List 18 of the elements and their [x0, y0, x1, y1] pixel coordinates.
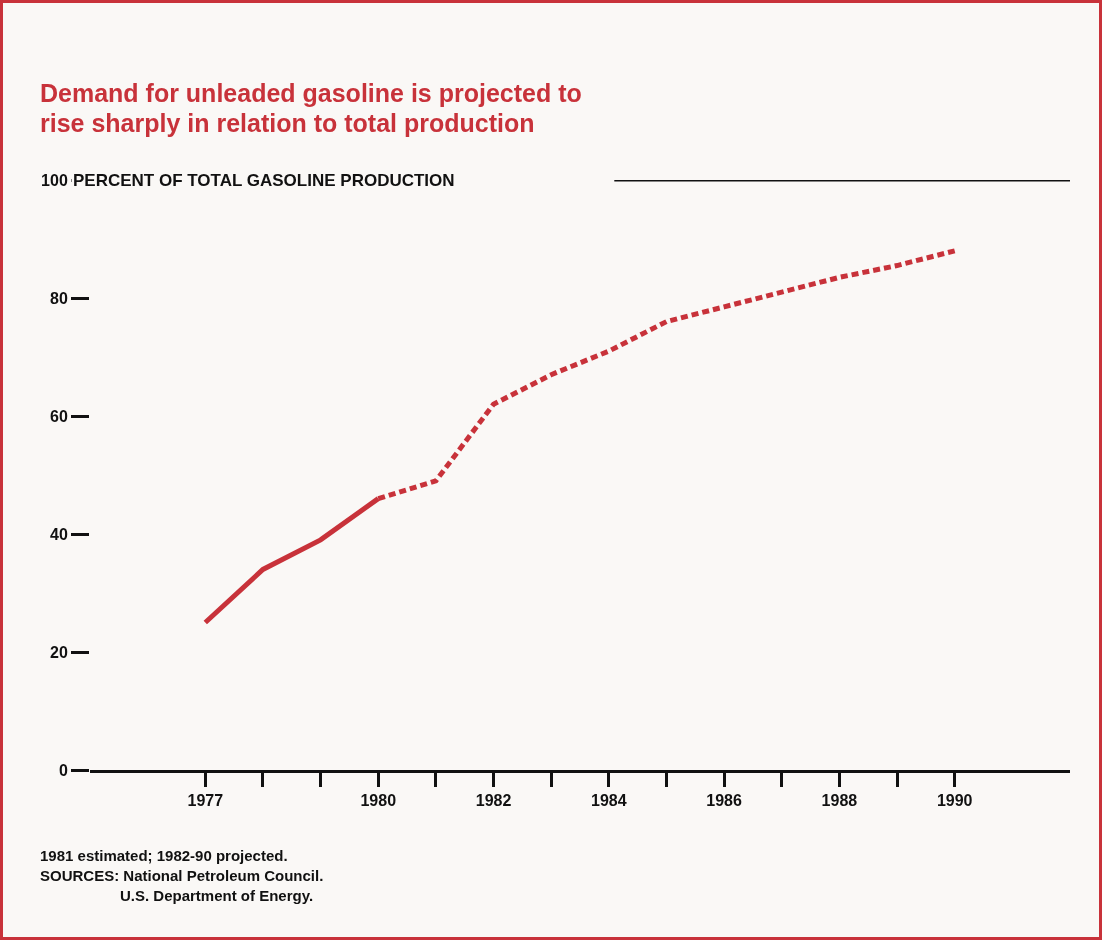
x-tick-label: 1980: [360, 792, 397, 810]
source-note: SOURCES: National Petroleum Council.: [40, 866, 324, 886]
y-tick-label: 40: [50, 525, 68, 543]
y-tick-label: 0: [58, 761, 68, 779]
y-tick-label: 80: [50, 289, 68, 307]
x-tick-label: 1988: [821, 792, 858, 810]
y-tick-label: 20: [50, 643, 68, 661]
x-tick-label: 1990: [936, 792, 973, 810]
x-tick-label: 1982: [475, 792, 512, 810]
ref-line-label: PERCENT OF TOTAL GASOLINE PRODUCTION: [73, 171, 455, 190]
x-tick-label: 1977: [187, 792, 224, 810]
text: 1981 estimated; 1982-90 projected.: [40, 846, 289, 866]
y-tick-label: 100: [41, 171, 68, 189]
text: U.S. Department of Energy.: [119, 886, 315, 906]
x-tick-label: 1986: [706, 792, 743, 810]
x-tick-label: 1984: [591, 792, 627, 810]
chart-title: Demand for unleaded gasoline is projected to rise sharply in relation to total production: [40, 78, 583, 138]
y-tick-label: 60: [50, 407, 68, 425]
